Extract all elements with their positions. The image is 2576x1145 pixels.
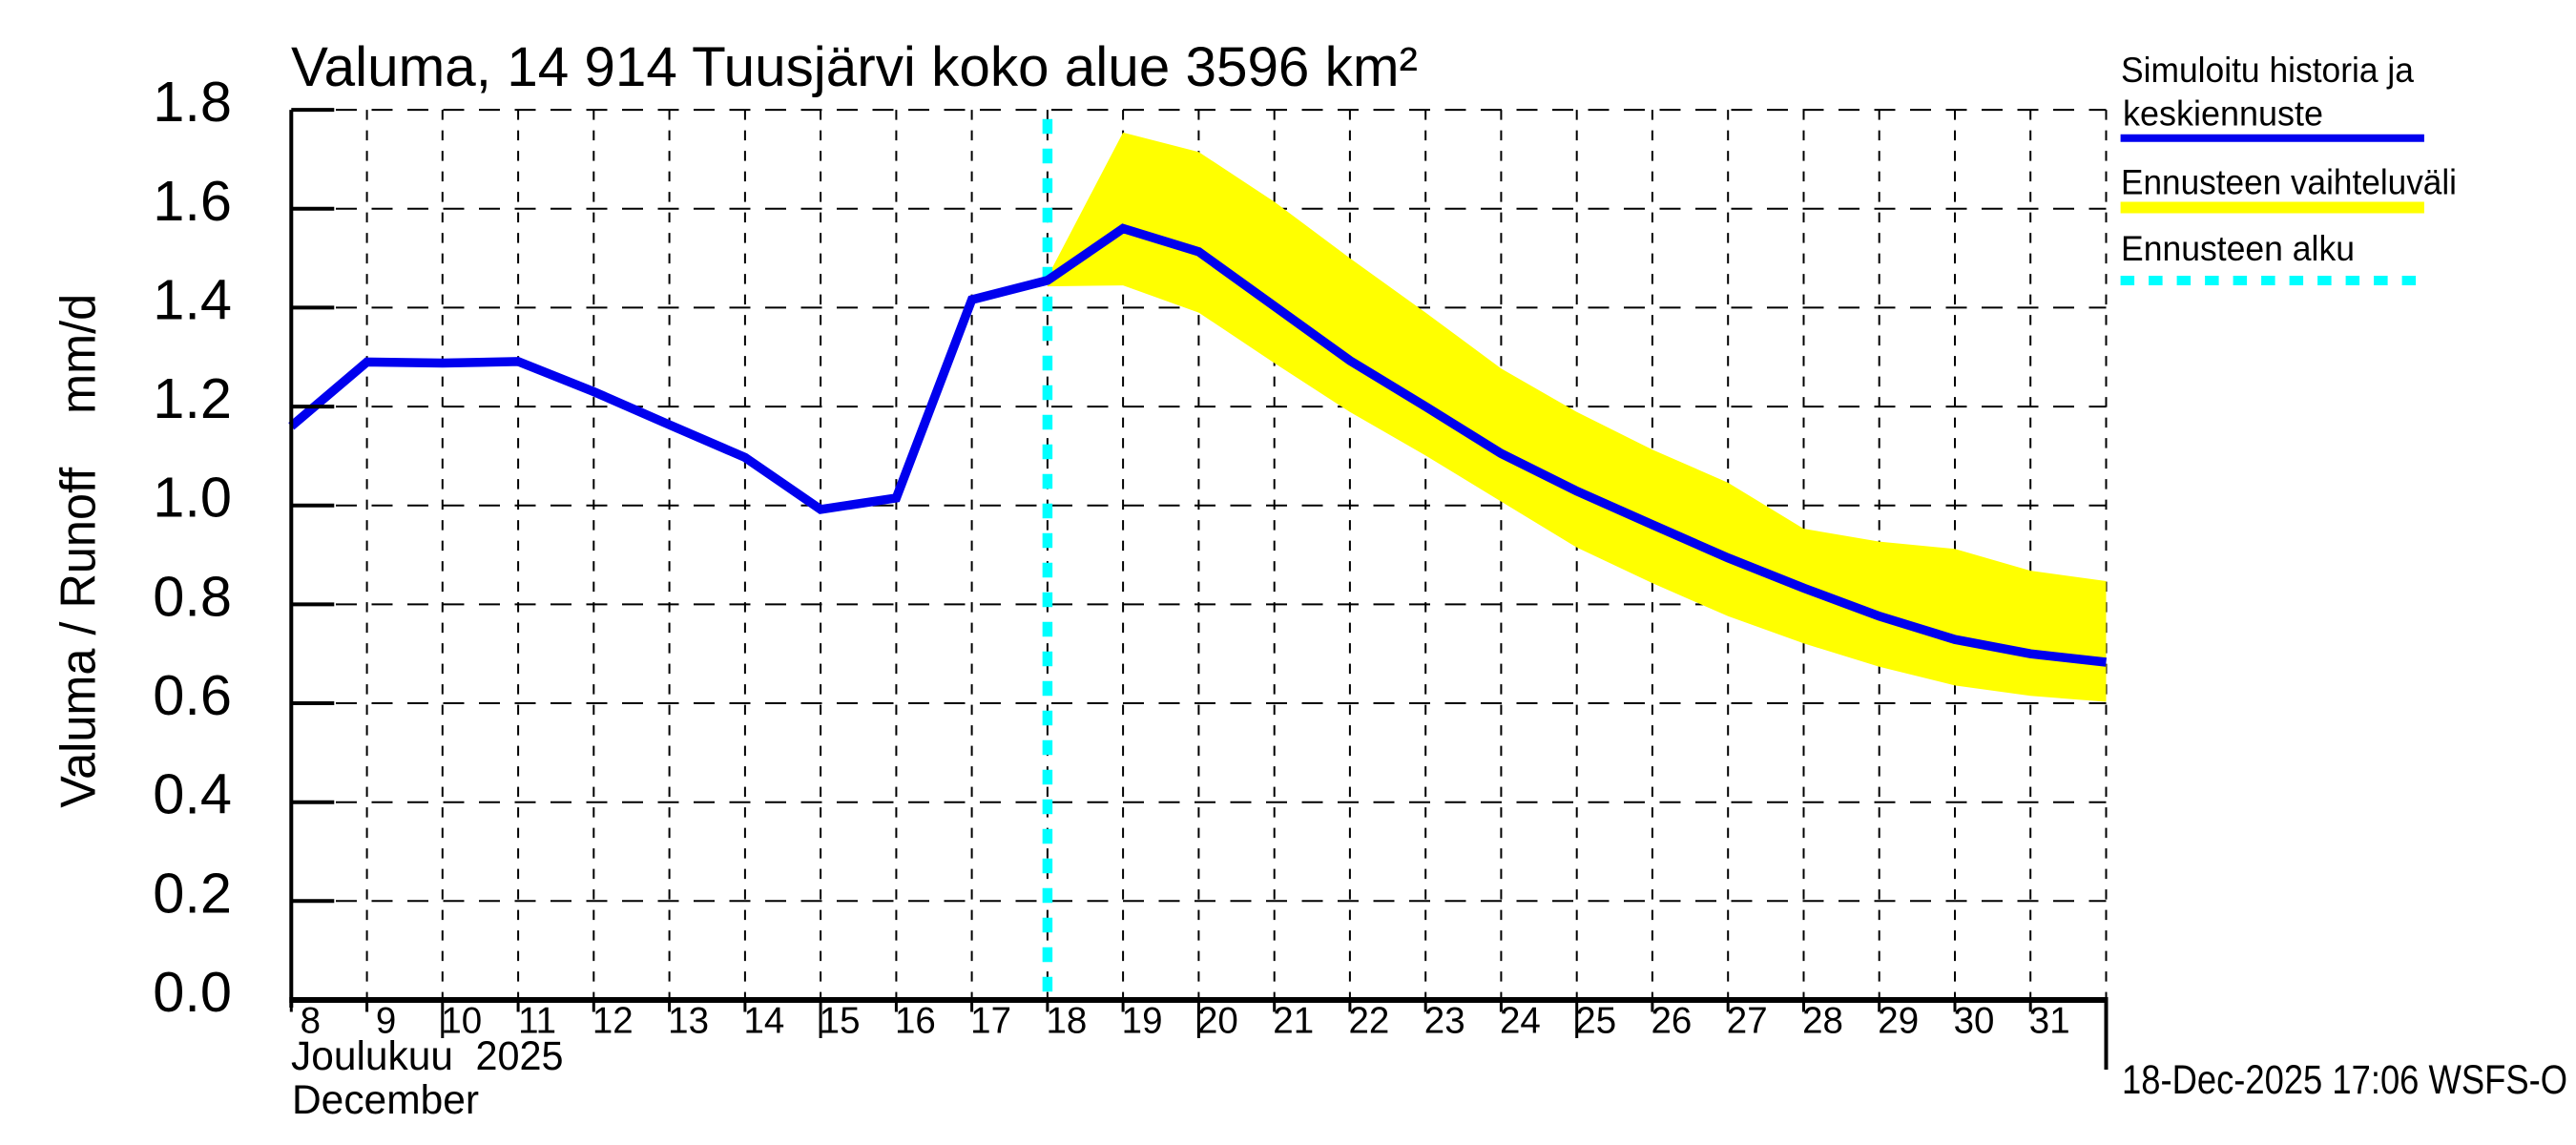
- svg-text:10: 10: [441, 1001, 482, 1042]
- svg-text:0.0: 0.0: [153, 960, 232, 1024]
- svg-text:17: 17: [970, 1001, 1011, 1042]
- svg-text:Valuma, 14 914 Tuusjärvi koko: Valuma, 14 914 Tuusjärvi koko alue 3596 …: [291, 36, 1418, 98]
- svg-text:11: 11: [518, 1001, 556, 1042]
- svg-text:31: 31: [2029, 1001, 2070, 1042]
- svg-text:2025: 2025: [476, 1034, 564, 1079]
- svg-text:23: 23: [1424, 1001, 1465, 1042]
- svg-text:1.4: 1.4: [153, 267, 232, 331]
- svg-text:13: 13: [668, 1001, 709, 1042]
- svg-text:0.2: 0.2: [153, 861, 232, 925]
- svg-text:Ennusteen alku: Ennusteen alku: [2121, 229, 2355, 268]
- svg-text:0.8: 0.8: [153, 564, 232, 628]
- svg-text:16: 16: [895, 1001, 936, 1042]
- svg-text:0.4: 0.4: [153, 762, 232, 826]
- svg-text:19: 19: [1122, 1001, 1163, 1042]
- svg-text:18-Dec-2025 17:06 WSFS-O: 18-Dec-2025 17:06 WSFS-O: [2122, 1058, 2567, 1103]
- svg-text:December: December: [292, 1078, 479, 1123]
- svg-text:12: 12: [592, 1001, 634, 1042]
- svg-text:29: 29: [1878, 1001, 1919, 1042]
- svg-text:Ennusteen vaihteluväli: Ennusteen vaihteluväli: [2121, 163, 2457, 202]
- svg-text:8: 8: [301, 1001, 321, 1042]
- svg-text:27: 27: [1727, 1001, 1768, 1042]
- svg-text:15: 15: [820, 1001, 861, 1042]
- svg-text:30: 30: [1954, 1001, 1995, 1042]
- svg-text:Valuma / Runoff mm/d: Valuma / Runoff mm/d: [52, 294, 107, 808]
- svg-text:1.6: 1.6: [153, 169, 232, 233]
- svg-text:1.2: 1.2: [153, 366, 232, 430]
- svg-text:18: 18: [1046, 1001, 1087, 1042]
- svg-text:28: 28: [1802, 1001, 1843, 1042]
- svg-text:0.6: 0.6: [153, 663, 232, 727]
- svg-text:25: 25: [1575, 1001, 1616, 1042]
- svg-text:22: 22: [1348, 1001, 1389, 1042]
- svg-text:keskiennuste: keskiennuste: [2123, 94, 2323, 134]
- svg-text:1.0: 1.0: [153, 466, 232, 530]
- svg-text:20: 20: [1197, 1001, 1238, 1042]
- svg-text:1.8: 1.8: [153, 70, 232, 134]
- svg-text:21: 21: [1273, 1001, 1314, 1042]
- svg-text:14: 14: [743, 1001, 784, 1042]
- svg-text:Joulukuu: Joulukuu: [291, 1034, 453, 1079]
- svg-text:9: 9: [376, 1001, 396, 1042]
- svg-text:Simuloitu historia ja: Simuloitu historia ja: [2121, 51, 2414, 90]
- svg-text:24: 24: [1500, 1001, 1541, 1042]
- svg-text:26: 26: [1651, 1001, 1692, 1042]
